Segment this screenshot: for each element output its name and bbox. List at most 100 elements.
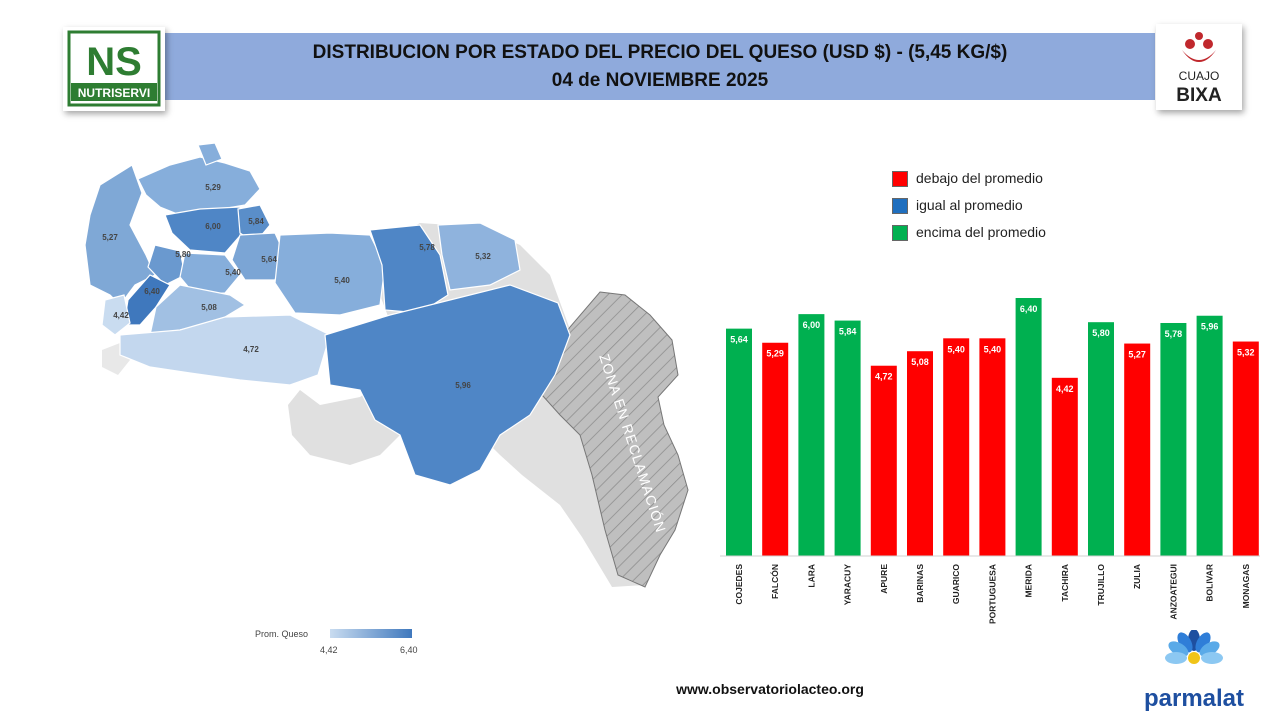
x-tick-label: BOLIVAR (1205, 564, 1215, 602)
state-label-lara: 6,00 (205, 222, 221, 231)
legend-label-equal: igual al promedio (916, 197, 1023, 213)
bar-value-label: 6,40 (1020, 304, 1038, 314)
state-label-monagas: 5,32 (475, 252, 491, 261)
parmalat-flower-icon (1165, 630, 1223, 664)
bar-anzoategui (1160, 322, 1187, 556)
nutriservi-mark: NS (86, 40, 142, 84)
state-falcon (137, 156, 261, 218)
x-tick-label: COJEDES (734, 564, 744, 605)
legend-swatch-equal (892, 198, 908, 214)
bar-apure (870, 365, 897, 556)
state-tachira (101, 294, 131, 336)
chart-date: 04 de NOVIEMBRE 2025 (551, 70, 769, 91)
nutriservi-name: NUTRISERVI (78, 86, 150, 100)
scale-gradient (330, 629, 412, 638)
state-falcon-paraguana (197, 142, 223, 166)
state-label-falcon: 5,29 (205, 183, 221, 192)
x-tick-label: ANZOATEGUI (1168, 564, 1178, 620)
x-tick-label: TACHIRA (1060, 564, 1070, 602)
bar-monagas (1232, 341, 1259, 556)
legend-item-below: debajo del promedio (892, 168, 1152, 188)
venezuela-map: ZONA EN RECLAMACIÓN 5,29 5,27 6,00 5,84 … (84, 142, 689, 588)
x-tick-label: FALCÓN (769, 564, 780, 599)
state-label-bolivar: 5,96 (455, 381, 471, 390)
bar-guarico (943, 338, 970, 556)
x-tick-label: GUARICO (951, 564, 961, 605)
bar-value-label: 5,80 (1092, 328, 1110, 338)
map-color-scale: Prom. Queso 4,42 6,40 (255, 629, 418, 655)
x-tick-label: BARINAS (915, 564, 925, 603)
state-label-portuguesa: 5,40 (225, 268, 241, 277)
state-label-guarico: 5,40 (334, 276, 350, 285)
bar-value-label: 5,64 (730, 335, 748, 345)
state-label-merida: 6,40 (144, 287, 160, 296)
parmalat-logo: parmalat (1144, 630, 1244, 712)
state-label-trujillo: 5,80 (175, 250, 191, 259)
nutriservi-logo: NS NUTRISERVI (63, 27, 165, 111)
state-label-apure: 4,72 (243, 345, 259, 354)
bar-value-label: 6,00 (803, 320, 821, 330)
reclamation-zone (541, 291, 689, 588)
cuajo-line2: BIXA (1176, 85, 1222, 106)
bar-value-label: 5,40 (984, 344, 1002, 354)
x-tick-label: ZULIA (1132, 564, 1142, 589)
x-tick-label: APURE (879, 564, 889, 594)
state-zulia (84, 164, 156, 306)
bar-value-label: 4,42 (1056, 384, 1074, 394)
state-lara (164, 206, 246, 254)
x-tick-label: LARA (806, 564, 816, 588)
bar-zulia (1124, 343, 1151, 556)
bar-barinas (907, 351, 933, 556)
bar-trujillo (1088, 322, 1114, 556)
scale-min: 4,42 (320, 645, 338, 655)
legend-item-equal: igual al promedio (892, 195, 1152, 215)
bar-value-label: 5,96 (1201, 322, 1219, 332)
x-tick-label: YARACUY (843, 564, 853, 606)
state-label-yaracuy: 5,84 (248, 217, 264, 226)
state-trujillo (147, 244, 186, 286)
x-tick-label: MERIDA (1024, 564, 1034, 598)
state-label-anzoategui: 5,78 (419, 243, 435, 252)
bar-bolivar (1196, 315, 1223, 556)
parmalat-name: parmalat (1144, 685, 1244, 712)
legend-swatch-below (892, 171, 908, 187)
scale-max: 6,40 (400, 645, 418, 655)
bar-value-label: 5,27 (1128, 350, 1146, 360)
cuajo-line1: CUAJO (1179, 69, 1220, 83)
x-tick-labels: COJEDES FALCÓN LARA YARACUY APURE BARINAS GUAR… (734, 564, 1251, 624)
bars-layer: 5,64 5,29 6,00 5,84 4,72 5,08 5,40 5,40 6,40 4,42… (726, 298, 1259, 556)
bar-lara (798, 314, 825, 556)
state-label-zulia: 5,27 (102, 233, 118, 242)
bar-value-label: 5,32 (1237, 348, 1255, 358)
state-bolivar (324, 284, 571, 486)
bar-tachira (1051, 377, 1078, 556)
chart-title: DISTRIBUCION POR ESTADO DEL PRECIO DEL Q… (312, 42, 1008, 63)
bar-value-label: 5,40 (947, 344, 965, 354)
x-tick-label: PORTUGUESA (987, 564, 997, 624)
bar-portuguesa (979, 338, 1006, 556)
legend-swatch-above (892, 225, 908, 241)
state-portuguesa (179, 252, 241, 296)
cuajo-bixa-logo: CUAJO BIXA (1156, 24, 1242, 110)
footer-url[interactable]: www.observatoriolacteo.org (676, 681, 864, 697)
bar-falcón (762, 342, 789, 556)
title-banner: DISTRIBUCION POR ESTADO DEL PRECIO DEL Q… (165, 33, 1155, 100)
legend-label-above: encima del promedio (916, 224, 1046, 240)
legend-item-above: encima del promedio (892, 222, 1152, 242)
legend-label-below: debajo del promedio (916, 170, 1043, 186)
bar-value-label: 4,72 (875, 372, 893, 382)
scale-label: Prom. Queso (255, 629, 308, 639)
x-tick-label: MONAGAS (1241, 564, 1251, 609)
bar-cojedes (726, 328, 752, 556)
bar-value-label: 5,78 (1165, 329, 1183, 339)
state-label-cojedes: 5,64 (261, 255, 277, 264)
state-monagas (437, 222, 521, 291)
price-bar-chart: 5,64 5,29 6,00 5,84 4,72 5,08 5,40 5,40 6,40 4,42… (720, 298, 1260, 624)
bar-value-label: 5,84 (839, 327, 857, 337)
state-label-barinas: 5,08 (201, 303, 217, 312)
x-tick-label: TRUJILLO (1096, 564, 1106, 606)
bar-value-label: 5,08 (911, 357, 929, 367)
state-apure (119, 314, 331, 386)
bar-value-label: 5,29 (766, 349, 784, 359)
state-guarico (274, 232, 386, 316)
